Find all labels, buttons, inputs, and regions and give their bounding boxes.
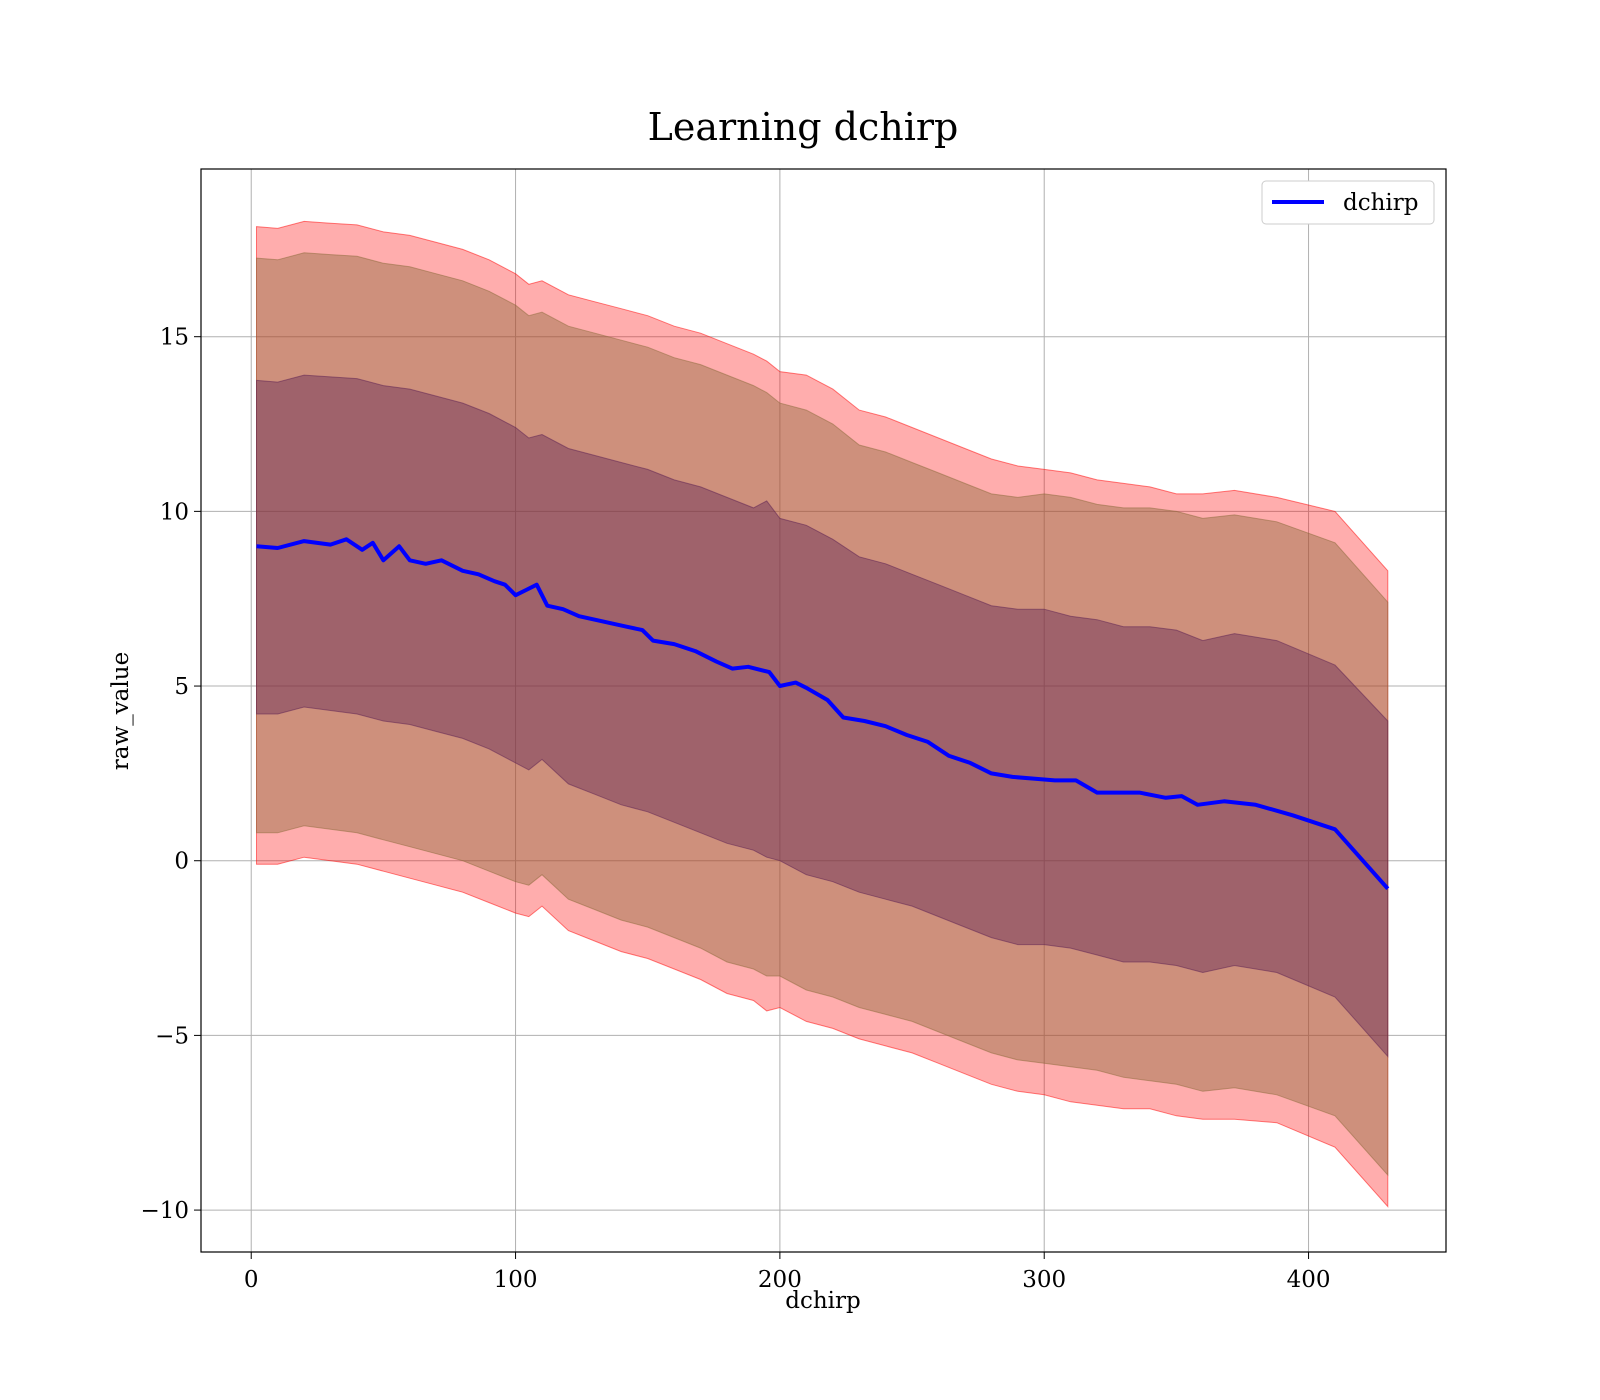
x-tick-label: 200	[758, 1267, 802, 1293]
x-tick-label: 100	[494, 1267, 538, 1293]
band-inner	[256, 374, 1389, 1058]
band-outer	[256, 220, 1389, 1208]
legend-label: dchirp	[1343, 190, 1419, 216]
x-axis-ticks: 0 100 200 300 400	[244, 1252, 1331, 1293]
legend: dchirp	[1261, 180, 1435, 225]
y-axis-label: raw_value	[108, 652, 134, 770]
y-tick-label: −5	[155, 1023, 189, 1049]
band-middle	[256, 252, 1389, 1177]
x-axis-label: dchirp	[785, 1288, 861, 1314]
x-tick-label: 300	[1022, 1267, 1066, 1293]
y-tick-label: 15	[160, 325, 189, 351]
y-axis-ticks: −10 −5 0 5 10 15	[140, 325, 201, 1224]
y-tick-label: 0	[174, 849, 189, 875]
y-tick-label: 10	[160, 499, 189, 525]
chart-title: Learning dchirp	[648, 105, 959, 149]
legend-box	[1261, 180, 1435, 225]
series-line-dchirp	[256, 537, 1390, 891]
confidence-bands	[256, 220, 1389, 1208]
x-tick-label: 0	[244, 1267, 259, 1293]
y-tick-label: 5	[174, 674, 189, 700]
plot-frame	[200, 168, 1447, 1253]
x-tick-label: 400	[1287, 1267, 1331, 1293]
y-tick-label: −10	[140, 1198, 189, 1224]
series-lines	[256, 537, 1390, 891]
grid-lines	[201, 169, 1446, 1252]
